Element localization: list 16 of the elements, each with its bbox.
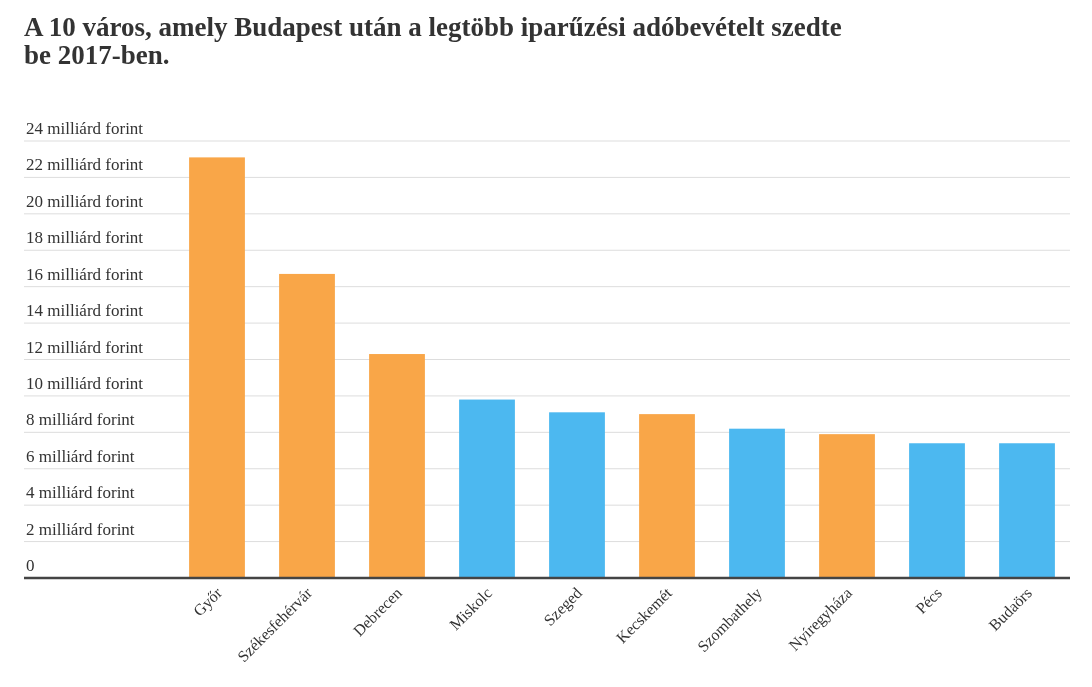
y-tick-label: 4 milliárd forint	[26, 483, 135, 503]
y-tick-label: 6 milliárd forint	[26, 446, 135, 466]
y-tick-label: 20 milliárd forint	[26, 191, 144, 211]
y-tick-label: 10 milliárd forint	[26, 373, 144, 393]
chart-title: A 10 város, amely Budapest után a legtöbb iparűzési adóbevételt szedte be 2017-ben.	[24, 12, 842, 70]
x-tick-label: Győr	[189, 583, 227, 621]
y-tick-label: 18 milliárd forint	[26, 228, 144, 248]
y-tick-label: 22 milliárd forint	[26, 155, 144, 175]
y-tick-label: 0	[26, 556, 35, 575]
y-tick-label: 24 milliárd forint	[26, 119, 144, 138]
y-tick-label: 16 milliárd forint	[26, 264, 144, 284]
y-tick-label: 2 milliárd forint	[26, 519, 135, 539]
x-tick-label: Pécs	[912, 584, 946, 617]
y-tick-label: 12 milliárd forint	[26, 337, 144, 357]
y-tick-label: 8 milliárd forint	[26, 410, 135, 430]
y-tick-label: 14 milliárd forint	[26, 301, 144, 321]
